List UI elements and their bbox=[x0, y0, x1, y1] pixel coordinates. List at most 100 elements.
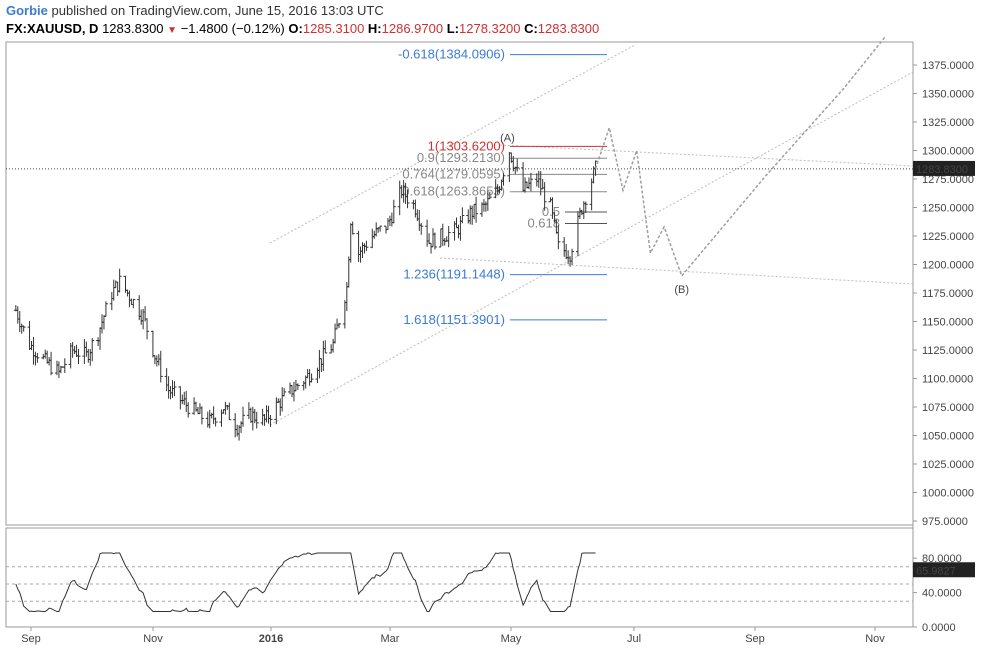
chart-frames bbox=[5, 41, 914, 628]
published-text: published on TradingView.com, June 15, 2… bbox=[51, 3, 384, 18]
ohlc-bar bbox=[470, 205, 475, 225]
ohlc-bar bbox=[456, 224, 461, 239]
oscillator-tick-label: 80.0000 bbox=[922, 553, 962, 565]
time-tick-label: Mar bbox=[381, 633, 400, 645]
oscillator-tick-label: 0.0000 bbox=[922, 622, 956, 634]
ohlc-bar bbox=[413, 199, 418, 218]
oscillator-last-badge bbox=[913, 562, 975, 578]
price-tick-label: 1050.0000 bbox=[922, 431, 974, 443]
ohlc-bar bbox=[342, 300, 347, 329]
ohlc-bar bbox=[454, 217, 459, 229]
ohlc-bar bbox=[266, 405, 271, 424]
wave-label: (B) bbox=[674, 284, 689, 296]
ohlc-bar bbox=[33, 351, 38, 366]
ohlc-bar bbox=[385, 218, 390, 230]
ohlc-bar bbox=[235, 424, 240, 437]
ohlc-bar bbox=[74, 344, 79, 358]
ohlc-bar bbox=[127, 290, 132, 308]
ohlc-bar bbox=[438, 228, 443, 248]
time-axis[interactable]: Sep Nov 2016 Mar May Jul Sep Nov bbox=[21, 627, 885, 645]
ohlc-bar bbox=[145, 318, 150, 340]
ohlc-bar bbox=[442, 238, 447, 246]
price-tick-label: 1025.0000 bbox=[922, 459, 974, 471]
symbol-label[interactable]: FX:XAUUSD, D bbox=[6, 21, 99, 36]
ohlc-bar bbox=[360, 242, 365, 259]
ohlc-bar bbox=[264, 405, 269, 423]
ohlc-bar bbox=[31, 336, 36, 365]
ohlc-bar bbox=[321, 340, 326, 372]
price-tick-label: 1125.0000 bbox=[922, 345, 973, 357]
ohlc-bar bbox=[254, 411, 259, 429]
ohlc-bar bbox=[213, 417, 218, 427]
ohlc-bar bbox=[156, 354, 161, 366]
fib-level-label: 1.618(1151.3901) bbox=[403, 312, 505, 327]
ohlc-bar bbox=[348, 223, 353, 263]
ohlc-bar bbox=[248, 407, 253, 423]
ohlc-bar bbox=[466, 209, 471, 224]
ohlc-bar bbox=[103, 301, 108, 317]
publish-header: Gorbie published on TradingView.com, Jun… bbox=[6, 3, 384, 18]
ohlc-bar bbox=[534, 173, 539, 187]
price-tick-label: 1100.0000 bbox=[922, 374, 973, 386]
ohlc-bar bbox=[397, 180, 402, 216]
author-name[interactable]: Gorbie bbox=[6, 3, 48, 18]
ohlc-bar bbox=[556, 225, 561, 250]
ohlc-bar bbox=[472, 203, 477, 220]
ohlc-bar bbox=[27, 321, 32, 350]
ohlc-bar bbox=[139, 309, 144, 325]
oscillator-line bbox=[15, 552, 596, 613]
ohlc-bar bbox=[211, 406, 216, 425]
projection-path bbox=[594, 36, 887, 278]
channel-line bbox=[499, 144, 914, 167]
ohlc-bar bbox=[45, 350, 50, 364]
ohlc-bar bbox=[391, 199, 396, 224]
ohlc-bar bbox=[62, 358, 67, 373]
ohlc-bar bbox=[295, 383, 300, 391]
wave-label: (A) bbox=[500, 132, 515, 144]
ohlc-bar bbox=[309, 373, 314, 383]
open-label: O: bbox=[288, 21, 303, 36]
ohlc-bar bbox=[335, 318, 340, 330]
ohlc-bar bbox=[446, 226, 451, 248]
channel-line bbox=[439, 257, 914, 285]
ohlc-bar bbox=[184, 390, 189, 413]
ohlc-bar bbox=[186, 402, 191, 418]
ohlc-bar bbox=[164, 368, 169, 392]
ohlc-bar bbox=[288, 382, 293, 395]
price-axis[interactable]: 1375.0000 1350.0000 1325.0000 1300.0000 1275… bbox=[913, 60, 975, 528]
ohlc-bar bbox=[115, 281, 120, 297]
fib-level-label: 0.618(1263.8653) bbox=[402, 184, 505, 199]
ohlc-bar bbox=[262, 414, 267, 426]
ohlc-bar bbox=[131, 298, 136, 309]
ohlc-bar bbox=[521, 162, 526, 192]
ohlc-bar bbox=[280, 387, 285, 412]
ohlc-bar bbox=[425, 219, 430, 247]
ohlc-bar bbox=[329, 344, 334, 354]
ohlc-bar bbox=[317, 349, 322, 379]
ohlc-bar bbox=[233, 413, 238, 438]
ohlc-bar bbox=[481, 199, 486, 212]
ohlc-header: FX:XAUUSD, D 1283.8300 ▼ −1.4800 (−0.12%… bbox=[6, 21, 599, 36]
ohlc-bar bbox=[219, 409, 224, 427]
main-pane-frame bbox=[5, 41, 914, 526]
oscillator-last-label: 65.9827 bbox=[916, 565, 956, 577]
last-price-badge bbox=[913, 160, 975, 176]
ohlc-bar bbox=[197, 403, 202, 415]
ohlc-bar bbox=[68, 343, 73, 369]
ohlc-bar bbox=[474, 196, 479, 223]
ohlc-bar bbox=[152, 355, 157, 365]
ohlc-bar bbox=[358, 246, 363, 263]
ohlc-bar bbox=[19, 323, 24, 334]
ohlc-bar bbox=[82, 338, 87, 364]
ohlc-bar bbox=[207, 409, 212, 429]
ohlc-bar bbox=[356, 230, 361, 262]
ohlc-bar bbox=[88, 349, 93, 366]
ohlc-bar bbox=[35, 352, 40, 363]
ohlc-bar bbox=[523, 177, 528, 193]
ohlc-bar bbox=[432, 232, 437, 250]
ohlc-bar bbox=[21, 325, 26, 332]
ohlc-bar bbox=[246, 402, 251, 420]
ohlc-bar bbox=[250, 406, 255, 431]
ohlc-bar bbox=[319, 358, 324, 372]
